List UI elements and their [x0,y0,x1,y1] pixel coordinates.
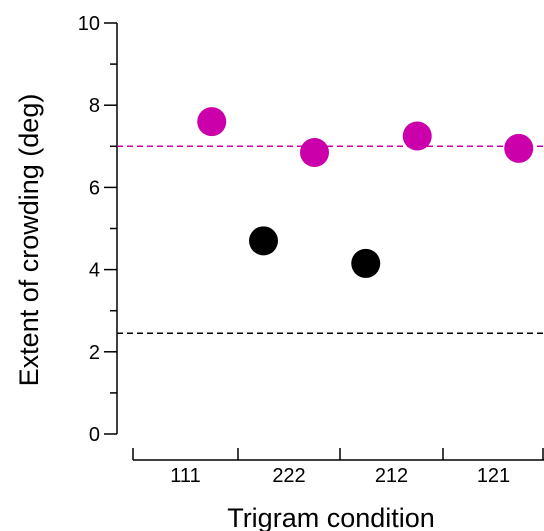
y-tick-label: 0 [89,424,100,446]
y-axis-title: Extent of crowding (deg) [14,94,44,387]
data-point [249,226,278,256]
y-tick-label: 2 [89,342,100,364]
x-axis: 111 222 212 121 [132,448,544,487]
y-tick-label: 10 [78,13,100,35]
data-point [197,107,227,137]
y-tick-label: 8 [89,95,100,117]
data-point [402,121,432,151]
reference-lines [117,145,544,335]
y-tick-label: 4 [89,260,100,282]
x-tick-label: 212 [375,465,408,487]
y-axis: 0 2 4 6 8 10 [78,13,118,446]
y-tick-label: 6 [89,177,100,199]
x-axis-title: Trigram condition [227,503,435,531]
data-point [351,248,381,278]
x-tick-label: 111 [170,465,200,487]
x-tick-label: 121 [477,465,510,487]
data-point [300,137,329,167]
data-point [504,133,534,163]
x-tick-label: 222 [272,465,305,487]
data-points [197,107,534,278]
